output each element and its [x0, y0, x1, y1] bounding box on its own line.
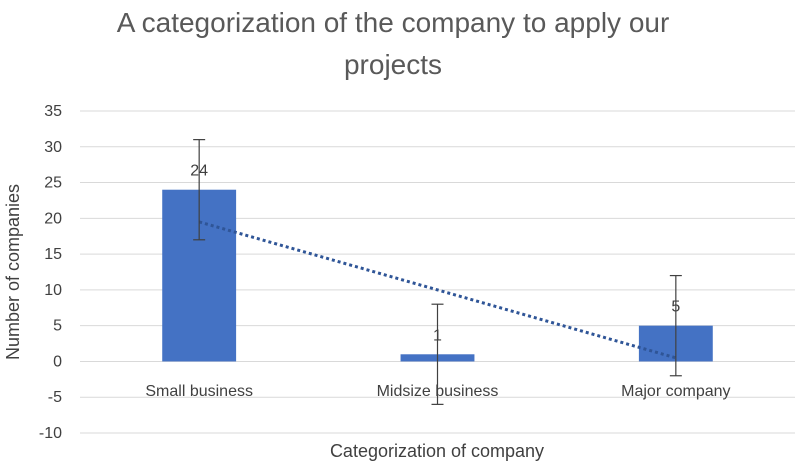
y-tick-label: 20 — [44, 210, 62, 227]
x-axis-title: Categorization of company — [330, 441, 544, 461]
trendline — [198, 220, 677, 360]
y-tick-label: 10 — [44, 282, 62, 299]
error-bars — [193, 139, 682, 405]
category-label: Major company — [621, 383, 730, 400]
category-label: Midsize business — [377, 383, 499, 400]
y-axis-title: Number of companies — [3, 184, 23, 360]
trendline-group — [198, 220, 677, 360]
data-labels: 24 1 5 — [190, 163, 680, 345]
y-tick-labels: 35 30 25 20 15 10 5 0 -5 -10 — [39, 103, 62, 442]
y-tick-label: -10 — [39, 425, 62, 442]
y-tick-label: 30 — [44, 139, 62, 156]
data-label: 1 — [433, 327, 442, 344]
y-tick-label: 15 — [44, 246, 62, 263]
y-tick-label: 0 — [53, 353, 62, 370]
y-tick-label: 25 — [44, 175, 62, 192]
data-label: 24 — [190, 163, 208, 180]
category-labels: Small business Midsize business Major comp… — [145, 383, 730, 400]
category-label: Small business — [145, 383, 253, 400]
y-tick-label: 35 — [44, 103, 62, 120]
y-tick-label: 5 — [53, 318, 62, 335]
chart-title-line-1: A categorization of the company to apply… — [117, 7, 670, 38]
data-label: 5 — [671, 299, 680, 316]
y-tick-label: -5 — [48, 389, 62, 406]
chart-title-line-2: projects — [344, 49, 442, 80]
